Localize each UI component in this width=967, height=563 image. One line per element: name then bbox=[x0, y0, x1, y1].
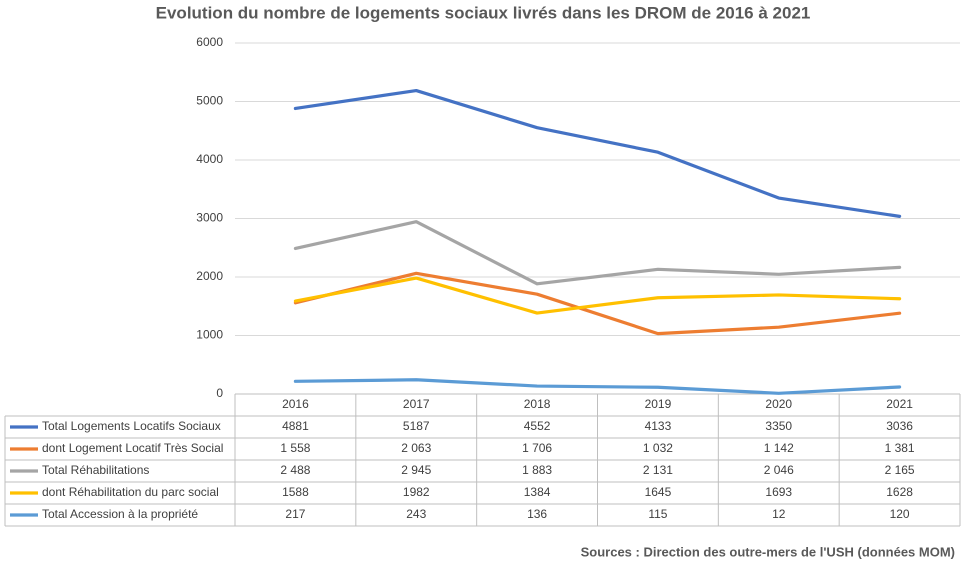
table-value: 1 558 bbox=[280, 441, 310, 455]
series-line bbox=[293, 220, 902, 286]
table-value: 243 bbox=[406, 507, 426, 521]
series-line bbox=[293, 271, 902, 336]
x-tick-label: 2020 bbox=[765, 397, 792, 411]
table-value: 217 bbox=[285, 507, 305, 521]
series-line bbox=[293, 276, 902, 315]
table-value: 1693 bbox=[765, 485, 792, 499]
table-value: 5187 bbox=[403, 419, 430, 433]
table-value: 136 bbox=[527, 507, 547, 521]
table-value: 2 165 bbox=[885, 463, 915, 477]
x-tick-label: 2016 bbox=[282, 397, 309, 411]
chart-title: Evolution du nombre de logements sociaux… bbox=[156, 3, 811, 22]
table-value: 1 706 bbox=[522, 441, 552, 455]
y-tick-label: 5000 bbox=[196, 94, 223, 108]
table-value: 1 381 bbox=[885, 441, 915, 455]
table-value: 4552 bbox=[524, 419, 551, 433]
y-tick-label: 3000 bbox=[196, 211, 223, 225]
y-tick-label: 1000 bbox=[196, 328, 223, 342]
table-value: 115 bbox=[648, 507, 667, 521]
table-value: 1384 bbox=[524, 485, 551, 499]
y-tick-label: 6000 bbox=[196, 35, 223, 49]
y-tick-label: 2000 bbox=[196, 269, 223, 283]
table-value: 120 bbox=[890, 507, 910, 521]
table-value: 1588 bbox=[282, 485, 309, 499]
y-tick-label: 4000 bbox=[196, 152, 223, 166]
legend-label: dont Logement Locatif Très Social bbox=[42, 441, 223, 455]
y-tick-label: 0 bbox=[216, 386, 223, 400]
table-value: 3350 bbox=[765, 419, 792, 433]
table-value: 1 883 bbox=[522, 463, 552, 477]
table-value: 1 142 bbox=[764, 441, 794, 455]
table-value: 2 063 bbox=[401, 441, 431, 455]
x-tick-label: 2018 bbox=[524, 397, 551, 411]
table-value: 4881 bbox=[282, 419, 309, 433]
source-note: Sources : Direction des outre-mers de l'… bbox=[581, 544, 955, 559]
table-value: 1 032 bbox=[643, 441, 673, 455]
table-value: 3036 bbox=[886, 419, 913, 433]
legend-label: Total Réhabilitations bbox=[42, 463, 149, 477]
table-value: 1628 bbox=[886, 485, 913, 499]
x-tick-label: 2017 bbox=[403, 397, 430, 411]
table-value: 4133 bbox=[645, 419, 672, 433]
table-value: 12 bbox=[772, 507, 786, 521]
table-value: 2 046 bbox=[764, 463, 794, 477]
table-value: 1645 bbox=[645, 485, 672, 499]
x-tick-label: 2019 bbox=[645, 397, 672, 411]
series-line bbox=[293, 378, 902, 395]
series-line bbox=[293, 88, 902, 218]
legend-label: dont Réhabilitation du parc social bbox=[42, 485, 219, 499]
legend-label: Total Logements Locatifs Sociaux bbox=[42, 419, 221, 433]
table-value: 2 131 bbox=[643, 463, 673, 477]
table-value: 1982 bbox=[403, 485, 430, 499]
table-value: 2 488 bbox=[280, 463, 310, 477]
legend-label: Total Accession à la propriété bbox=[42, 507, 198, 521]
table-value: 2 945 bbox=[401, 463, 431, 477]
x-tick-label: 2021 bbox=[886, 397, 913, 411]
